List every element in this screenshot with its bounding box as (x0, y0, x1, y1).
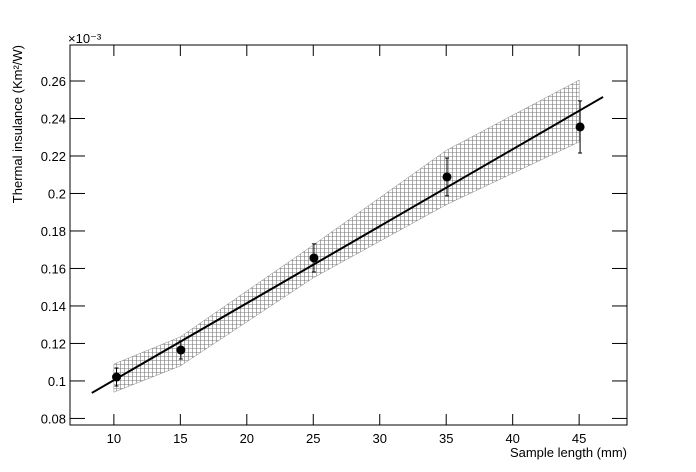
x-tick-label: 40 (505, 431, 519, 446)
y-tick-label: 0.08 (41, 411, 66, 426)
y-multiplier: ×10⁻³ (68, 31, 102, 46)
y-tick-label: 0.1 (48, 374, 66, 389)
y-tick-label: 0.2 (48, 186, 66, 201)
x-tick-label: 45 (572, 431, 586, 446)
data-point (442, 172, 452, 182)
y-tick-label: 0.16 (41, 261, 66, 276)
y-tick-label: 0.22 (41, 149, 66, 164)
y-tick-label: 0.12 (41, 336, 66, 351)
x-tick-label: 30 (373, 431, 387, 446)
data-point (112, 372, 122, 382)
y-axis-title: Thermal insulance (Km²/W) (10, 45, 25, 203)
fit-line (91, 96, 604, 394)
x-axis-title: Sample length (mm) (510, 445, 627, 460)
plot-frame (69, 44, 628, 426)
y-tick-label: 0.18 (41, 224, 66, 239)
x-tick-label: 10 (107, 431, 121, 446)
y-tick-label: 0.26 (41, 74, 66, 89)
data-point (176, 345, 186, 355)
data-point (575, 122, 585, 132)
x-tick-label: 25 (306, 431, 320, 446)
y-tick-label: 0.14 (41, 299, 66, 314)
data-point (309, 253, 319, 263)
x-tick-label: 20 (240, 431, 254, 446)
y-tick-label: 0.24 (41, 111, 66, 126)
confidence-band (113, 79, 580, 393)
x-tick-label: 35 (439, 431, 453, 446)
x-tick-label: 15 (173, 431, 187, 446)
